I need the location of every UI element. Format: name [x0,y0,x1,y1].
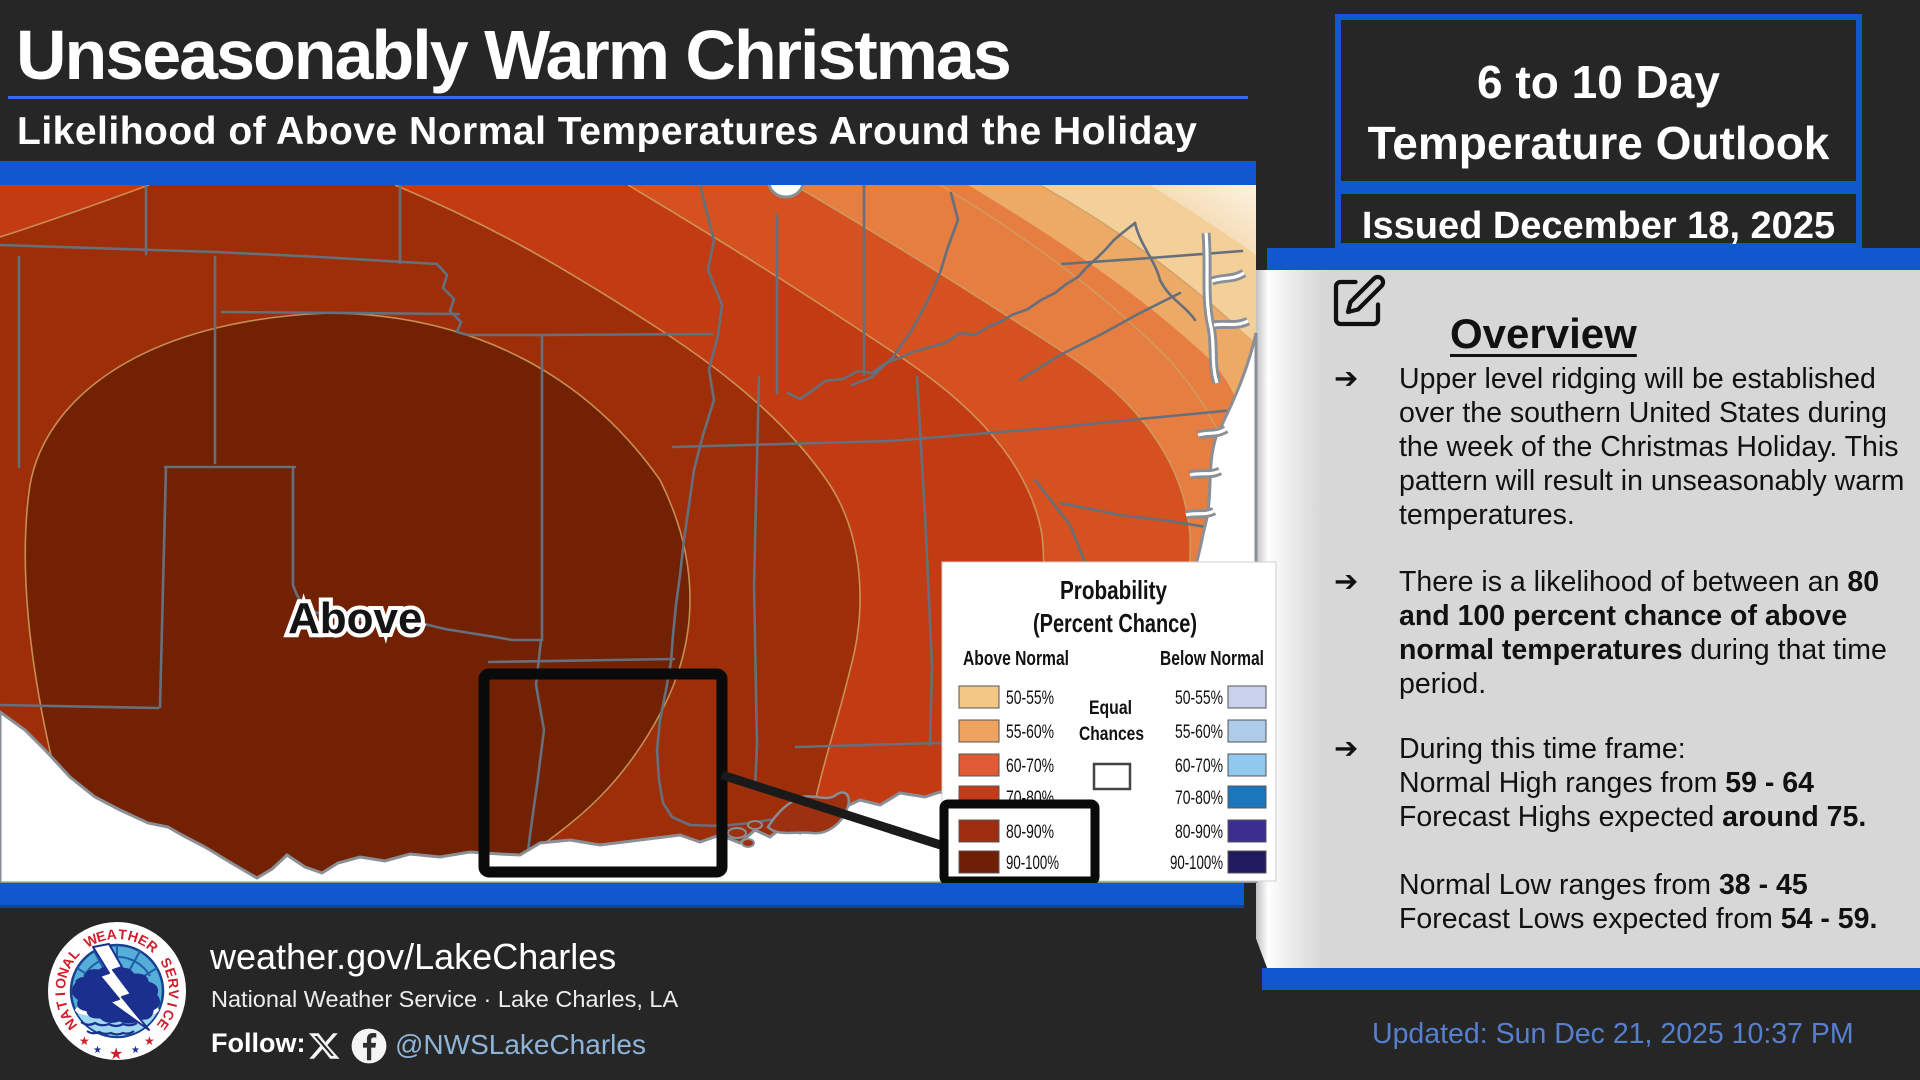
svg-text:N: N [54,965,72,980]
svg-text:Above Normal: Above Normal [963,648,1069,670]
svg-text:Chances: Chances [1079,724,1144,745]
svg-text:60-70%: 60-70% [1175,756,1223,777]
svg-text:H: H [126,927,140,945]
svg-text:★: ★ [79,1034,90,1048]
svg-text:E: E [94,927,107,945]
svg-text:80-90%: 80-90% [1175,822,1223,843]
svg-text:★: ★ [131,1045,140,1056]
svg-text:50-55%: 50-55% [1006,688,1054,709]
svg-text:(Percent Chance): (Percent Chance) [1033,608,1197,638]
svg-text:I: I [164,1001,180,1009]
svg-text:55-60%: 55-60% [1006,722,1054,743]
svg-text:90-100%: 90-100% [1006,853,1059,874]
svg-text:I: I [52,992,68,997]
svg-text:T: T [117,926,127,943]
svg-text:Probability: Probability [1060,575,1167,605]
svg-text:Above: Above [288,594,422,643]
svg-text:50-55%: 50-55% [1175,688,1223,709]
svg-text:O: O [52,977,69,990]
svg-text:R: R [165,977,182,989]
svg-text:Equal: Equal [1089,698,1132,719]
svg-text:★: ★ [144,1034,155,1048]
svg-text:★: ★ [93,1045,102,1056]
svg-text:60-70%: 60-70% [1006,756,1054,777]
svg-text:A: A [106,926,118,943]
svg-text:70-80%: 70-80% [1175,788,1223,809]
svg-text:80-90%: 80-90% [1006,822,1054,843]
svg-text:55-60%: 55-60% [1175,722,1223,743]
svg-text:V: V [166,989,183,1000]
svg-text:90-100%: 90-100% [1170,853,1223,874]
svg-text:Below Normal: Below Normal [1160,648,1264,670]
svg-text:★: ★ [109,1046,123,1061]
